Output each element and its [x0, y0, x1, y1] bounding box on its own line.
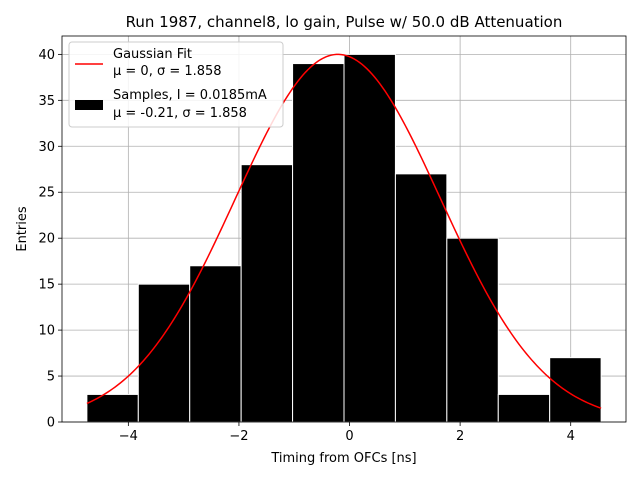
- legend-samples-params: μ = -0.21, σ = 1.858: [113, 106, 247, 121]
- legend-fit-params: μ = 0, σ = 1.858: [113, 64, 222, 79]
- y-tick-label: 5: [47, 370, 55, 385]
- histogram-bar: [240, 164, 294, 423]
- y-axis-label: Entries: [15, 206, 30, 252]
- y-tick-label: 25: [38, 186, 55, 201]
- chart-title: Run 1987, channel8, lo gain, Pulse w/ 50…: [126, 13, 563, 31]
- y-tick-label: 20: [38, 232, 55, 247]
- y-tick-label: 15: [38, 278, 55, 293]
- legend-fit-label: Gaussian Fit: [113, 47, 192, 62]
- plot-frame: [61, 35, 627, 423]
- gaussian-fit-curve: [86, 53, 602, 409]
- legend-samples-label: Samples, I = 0.0185mA: [113, 88, 267, 103]
- legend-box: [68, 41, 284, 128]
- y-tick-label: 40: [38, 48, 55, 63]
- histogram-bar: [394, 173, 448, 423]
- histogram-bar: [497, 393, 551, 423]
- x-tick-label: 0: [345, 429, 353, 444]
- legend-samples-patch-icon: [75, 100, 103, 110]
- x-tick-label: −4: [119, 429, 138, 444]
- y-tick-label: 35: [38, 94, 55, 109]
- histogram-bar: [343, 53, 396, 423]
- y-tick-label: 0: [47, 416, 55, 431]
- histogram-bars: [86, 53, 602, 423]
- x-tick-label: 2: [456, 429, 464, 444]
- histogram-bar: [86, 393, 139, 423]
- legend: Gaussian Fit μ = 0, σ = 1.858 Samples, I…: [68, 41, 284, 128]
- histogram-bar: [189, 265, 242, 423]
- y-tick-label: 10: [38, 324, 55, 339]
- x-tick-label: −2: [229, 429, 248, 444]
- x-tick-label: 4: [567, 429, 575, 444]
- y-tick-label: 30: [38, 140, 55, 155]
- histogram-bar: [446, 237, 499, 423]
- x-axis-label: Timing from OFCs [ns]: [270, 451, 416, 466]
- histogram-bar: [292, 63, 345, 423]
- gaussian-fit: [86, 53, 602, 409]
- histogram-bar: [549, 357, 602, 423]
